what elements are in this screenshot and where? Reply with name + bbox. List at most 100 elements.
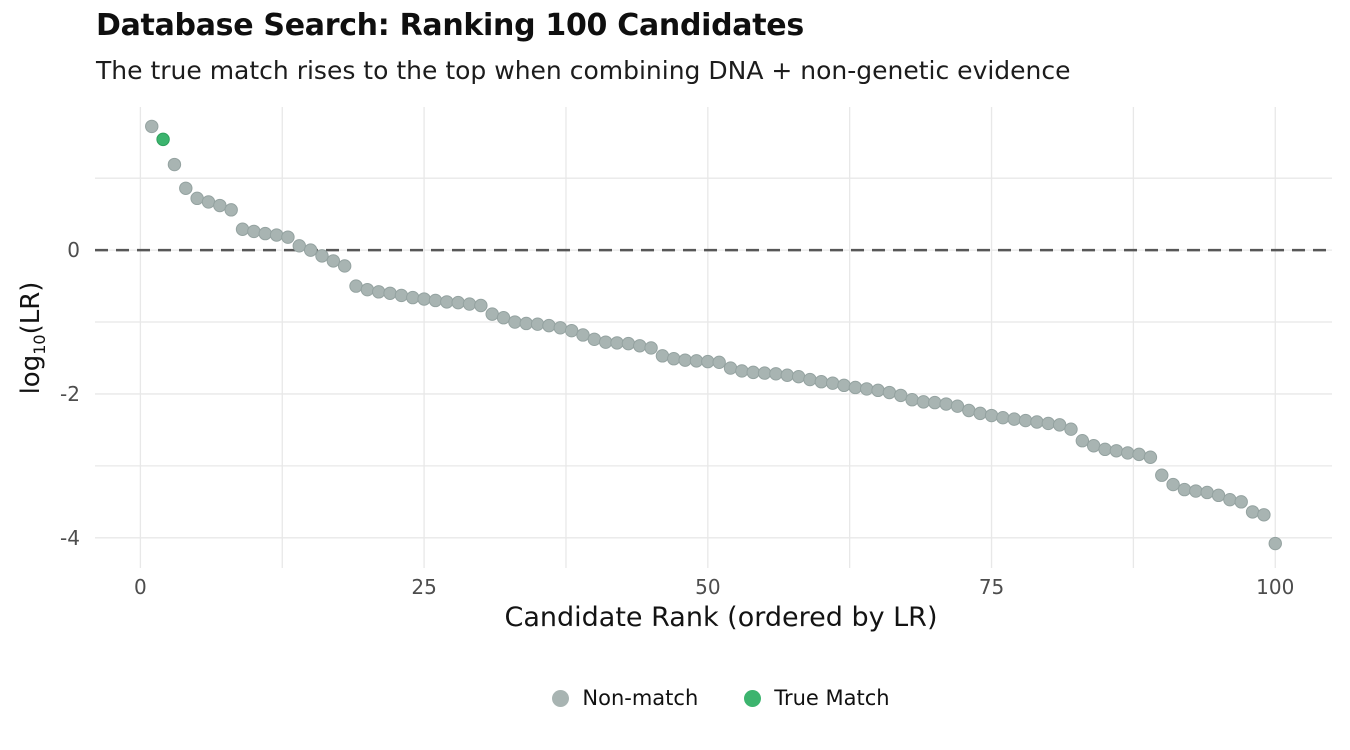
data-point-non-match [803, 372, 817, 387]
x-tick-label: 100 [1256, 575, 1294, 599]
data-point-non-match [292, 239, 306, 253]
scatter-plot: 0 25 50 75 100 0 -2 -4 [60, 107, 1332, 599]
data-point-non-match [508, 315, 522, 329]
data-point-non-match [1155, 468, 1169, 482]
data-point-true-match [156, 132, 170, 147]
data-point-non-match [973, 406, 987, 421]
y-axis-title-sub: 10 [30, 334, 50, 355]
data-point-non-match [258, 226, 272, 241]
data-point-non-match [440, 295, 454, 309]
data-point-non-match [485, 307, 499, 321]
data-point-non-match [1245, 505, 1260, 519]
data-point-non-match [769, 367, 783, 381]
data-point-non-match [451, 295, 465, 310]
data-point-non-match [462, 297, 477, 311]
data-point-non-match [564, 323, 579, 338]
data-point-non-match [1211, 488, 1226, 503]
data-point-non-match [735, 364, 749, 378]
y-axis-title: log10(LR) [16, 228, 50, 448]
data-point-non-match [644, 341, 658, 355]
data-point-non-match [916, 395, 931, 409]
data-point-non-match [247, 224, 261, 239]
true-match-dot-icon [744, 689, 762, 707]
data-point-non-match [871, 383, 885, 398]
data-point-non-match [417, 292, 431, 306]
legend: Non-match True Match [95, 686, 1347, 710]
data-point-non-match [1189, 484, 1203, 498]
data-point-non-match [905, 393, 919, 407]
data-point-non-match [519, 316, 533, 331]
data-point-non-match [360, 282, 375, 297]
data-point-non-match [1052, 418, 1067, 432]
y-axis-title-base: log [16, 354, 46, 395]
data-point-non-match [372, 285, 386, 299]
data-point-non-match [1041, 416, 1055, 431]
data-point-non-match [814, 375, 829, 389]
data-point-non-match [190, 191, 204, 206]
data-point-non-match [428, 293, 443, 308]
data-point-non-match [394, 288, 409, 303]
data-point-non-match [667, 352, 681, 366]
data-point-non-match [928, 395, 942, 410]
data-point-non-match [1109, 444, 1124, 458]
data-point-non-match [269, 228, 284, 242]
data-point-non-match [894, 388, 908, 403]
data-point-non-match [701, 354, 715, 369]
data-point-non-match [655, 349, 670, 363]
data-point-non-match [224, 203, 238, 217]
chart-title: Database Search: Ranking 100 Candidates [96, 8, 804, 43]
legend-label-true-match: True Match [774, 686, 890, 710]
data-point-non-match [383, 286, 397, 300]
data-point-non-match [746, 365, 760, 380]
data-point-non-match [213, 198, 227, 213]
data-point-non-match [837, 378, 851, 393]
data-point-non-match [281, 230, 295, 244]
data-point-non-match [337, 259, 352, 273]
data-point-non-match [201, 195, 216, 209]
data-point-non-match [1018, 413, 1033, 428]
legend-item-non-match: Non-match [552, 686, 698, 710]
data-point-non-match [1098, 442, 1112, 457]
data-point-non-match [633, 339, 647, 353]
data-point-non-match [610, 336, 624, 350]
data-point-non-match [1177, 482, 1192, 497]
data-point-non-match [723, 361, 738, 375]
x-axis-title: Candidate Rank (ordered by LR) [504, 602, 938, 633]
data-point-non-match [1143, 450, 1158, 464]
x-tick-label: 50 [695, 575, 720, 599]
data-point-non-match [474, 298, 488, 313]
data-point-non-match [1075, 434, 1090, 448]
non-match-dot-icon [552, 689, 570, 707]
x-tick-label: 75 [979, 575, 1004, 599]
data-point-non-match [689, 354, 704, 368]
data-point-non-match [780, 368, 794, 382]
data-point-non-match [1268, 536, 1282, 551]
data-point-non-match [1007, 412, 1021, 426]
x-tick-label: 0 [134, 575, 147, 599]
y-tick-label: -2 [60, 382, 80, 406]
data-point-non-match [235, 222, 250, 236]
data-point-non-match [791, 369, 806, 384]
y-tick-label: -4 [60, 526, 80, 550]
data-point-non-match [950, 399, 965, 413]
data-point-non-match [757, 366, 772, 380]
data-point-non-match [1132, 447, 1146, 462]
data-point-non-match [939, 397, 953, 411]
data-point-non-match [1166, 477, 1180, 492]
data-point-non-match [349, 279, 363, 293]
data-point-non-match [326, 254, 341, 268]
data-point-non-match [587, 332, 602, 346]
data-point-non-match [984, 408, 999, 423]
data-point-non-match [1030, 415, 1044, 429]
data-point-non-match [996, 410, 1010, 425]
legend-item-true-match: True Match [744, 686, 890, 710]
data-point-non-match [406, 290, 420, 305]
data-point-non-match [542, 318, 556, 333]
x-tick-label: 25 [411, 575, 436, 599]
data-point-non-match [1121, 446, 1135, 460]
data-point-non-match [848, 380, 863, 395]
data-point-non-match [1200, 485, 1214, 500]
data-point-non-match [1086, 439, 1101, 453]
data-point-non-match [712, 355, 726, 370]
data-point-non-match [167, 157, 182, 172]
